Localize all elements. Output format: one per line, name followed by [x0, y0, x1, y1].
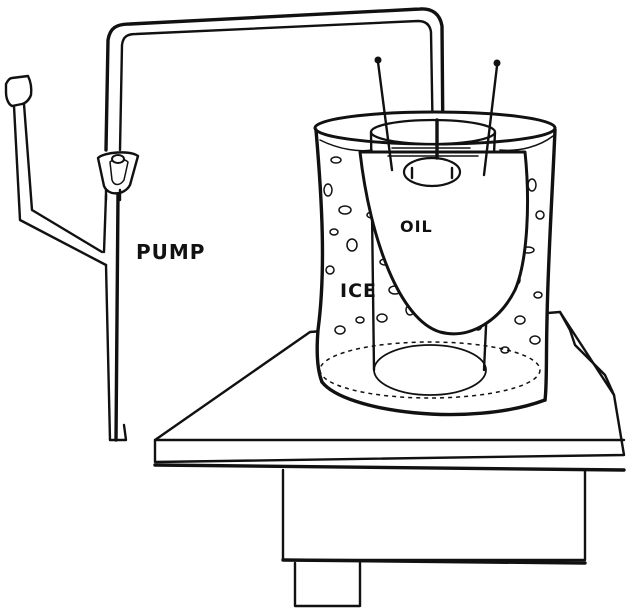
pump-inlet-tube-outer	[12, 104, 108, 267]
left-wire-tip	[374, 56, 382, 64]
table-front-lower-edge	[153, 463, 626, 472]
pump-inlet-tube-inner	[22, 102, 104, 254]
pump-nozzle-left	[4, 74, 33, 108]
tube-outer	[104, 7, 445, 152]
inner-beaker-rim	[369, 118, 497, 146]
tube-inner	[118, 19, 435, 152]
beaker-base-ring	[319, 341, 541, 399]
ice-label: ICE	[340, 280, 377, 302]
oil-bulb	[402, 156, 462, 188]
oil-label: OIL	[400, 217, 433, 236]
beaker-left-wall	[314, 128, 325, 384]
right-wire	[482, 64, 499, 177]
electrodes	[374, 56, 501, 177]
pump: PUMP	[4, 74, 205, 442]
inner-beaker-base	[373, 344, 487, 396]
pump-valve-stem	[104, 188, 122, 202]
table-right-rough-edge	[558, 310, 616, 397]
pump-valve-ball	[111, 154, 125, 164]
ice-fill-line-right	[499, 135, 554, 152]
pump-barrel-bottom	[108, 423, 128, 442]
connecting-tube	[104, 7, 445, 152]
pump-barrel-left-upper	[102, 193, 108, 254]
beaker-bottom	[320, 380, 547, 417]
oil-vessel: OIL	[358, 118, 530, 396]
ice-fill-line-left	[319, 139, 373, 152]
pump-label: PUMP	[136, 240, 205, 264]
oil-surface-lines	[387, 147, 479, 157]
pump-barrel-right	[114, 193, 120, 442]
pump-barrel-left	[104, 263, 112, 442]
table-leg-block	[281, 468, 587, 562]
oil-cone	[358, 150, 530, 336]
pump-valve-cup	[96, 151, 140, 195]
beaker-right-wall	[543, 128, 557, 402]
left-wire	[376, 60, 394, 172]
bulb-marks	[410, 166, 454, 180]
right-wire-tip	[493, 59, 501, 67]
table-leg-shadow	[281, 558, 587, 565]
table-support	[293, 561, 362, 608]
